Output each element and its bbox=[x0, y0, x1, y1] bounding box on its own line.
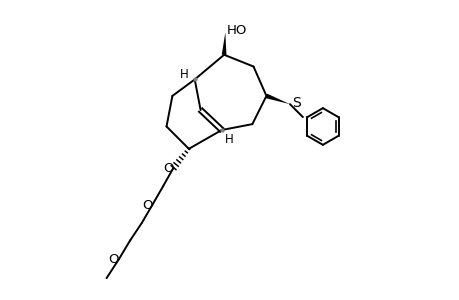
Text: O: O bbox=[108, 253, 118, 266]
Text: S: S bbox=[291, 96, 300, 110]
Text: H: H bbox=[179, 68, 188, 81]
Polygon shape bbox=[221, 32, 226, 55]
Polygon shape bbox=[265, 94, 289, 104]
Text: H: H bbox=[224, 133, 233, 146]
Text: O: O bbox=[142, 199, 152, 212]
Text: O: O bbox=[163, 162, 173, 175]
Text: HO: HO bbox=[226, 24, 246, 37]
